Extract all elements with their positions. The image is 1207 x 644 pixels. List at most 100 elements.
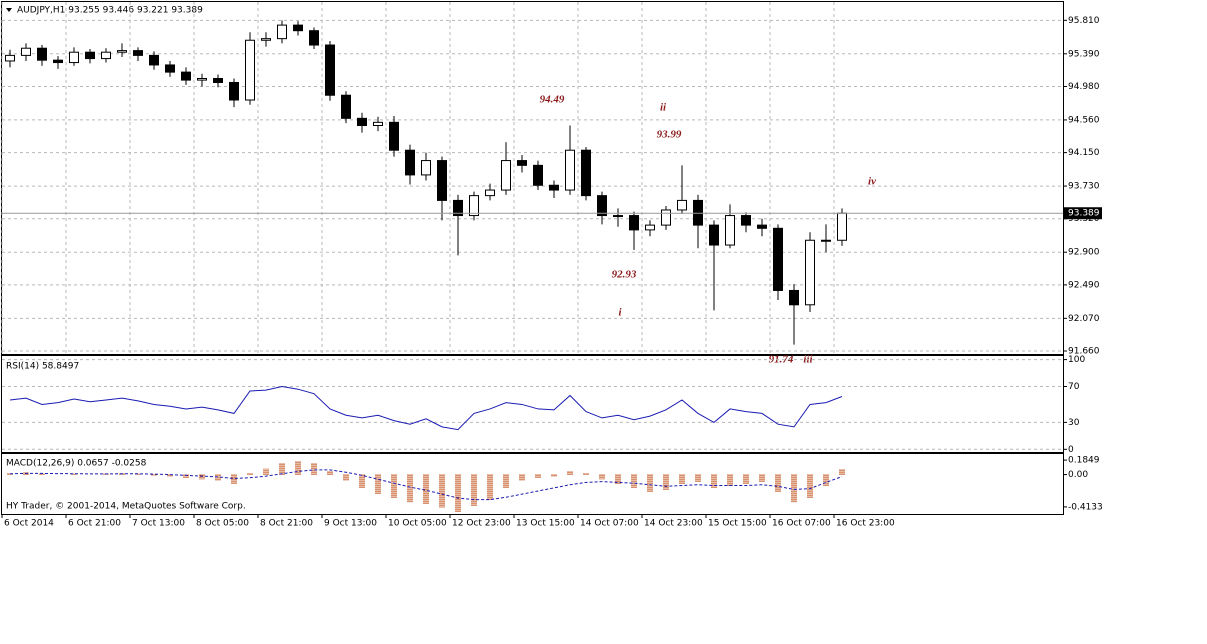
candle-body bbox=[757, 224, 767, 229]
macd-title: MACD(12,26,9) 0.0657 -0.0258 bbox=[6, 459, 147, 469]
y-tick-label: 91.660 bbox=[1068, 347, 1100, 357]
candle-body bbox=[37, 47, 47, 61]
x-tick-label: 12 Oct 23:00 bbox=[452, 519, 511, 529]
x-tick-label: 16 Oct 07:00 bbox=[772, 519, 831, 529]
y-tick-label: 95.810 bbox=[1068, 16, 1100, 26]
rsi-title: RSI(14) 58.8497 bbox=[6, 362, 79, 372]
candle-body bbox=[373, 121, 383, 127]
rsi-line bbox=[9, 385, 843, 431]
candle-body bbox=[661, 209, 671, 226]
price-label: 93.389 bbox=[1068, 209, 1100, 219]
candle-body bbox=[533, 164, 543, 186]
candle-body bbox=[677, 199, 687, 211]
x-tick-label: 13 Oct 15:00 bbox=[516, 519, 575, 529]
annotation: ii bbox=[660, 102, 667, 114]
candle-body bbox=[85, 51, 95, 60]
annotation: 93.99 bbox=[657, 129, 682, 141]
annotation: 94.49 bbox=[540, 94, 565, 106]
candle-body bbox=[181, 71, 191, 81]
candle-body bbox=[245, 39, 255, 101]
x-tick-label: 16 Oct 23:00 bbox=[836, 519, 895, 529]
candle-body bbox=[597, 195, 607, 217]
x-tick-label: 14 Oct 23:00 bbox=[644, 519, 703, 529]
price-box bbox=[1064, 207, 1102, 220]
candle-body bbox=[5, 54, 15, 62]
y-tick-label: 0.00 bbox=[1068, 470, 1088, 480]
candle-body bbox=[325, 44, 335, 96]
x-tick-label: 14 Oct 07:00 bbox=[580, 519, 639, 529]
annotation: 91.74 bbox=[769, 354, 794, 366]
candle-body bbox=[149, 54, 159, 66]
copyright: HY Trader, © 2001-2014, MetaQuotes Softw… bbox=[6, 502, 246, 512]
y-tick-label: 0 bbox=[1068, 445, 1074, 455]
candle-body bbox=[437, 160, 447, 201]
x-tick-label: 6 Oct 2014 bbox=[4, 519, 54, 529]
x-tick-label: 15 Oct 15:00 bbox=[708, 519, 767, 529]
candle-body bbox=[389, 121, 399, 151]
y-tick-label: 70 bbox=[1068, 382, 1080, 392]
candle-body bbox=[117, 50, 127, 53]
y-tick-label: 93.730 bbox=[1068, 182, 1100, 192]
y-tick-label: 95.390 bbox=[1068, 49, 1100, 59]
menu-arrow bbox=[6, 8, 12, 12]
candle-body bbox=[165, 64, 175, 73]
candle-body bbox=[53, 59, 63, 64]
x-tick-label: 9 Oct 13:00 bbox=[324, 519, 377, 529]
candle-body bbox=[725, 215, 735, 246]
candle-body bbox=[565, 149, 575, 191]
y-tick-label: 92.900 bbox=[1068, 248, 1100, 258]
candle-body bbox=[277, 24, 287, 40]
candle-body bbox=[741, 215, 751, 226]
candle-body bbox=[101, 51, 111, 60]
candle-body bbox=[69, 51, 79, 64]
candle-body bbox=[485, 189, 495, 197]
candle-body bbox=[309, 30, 319, 46]
candle-body bbox=[773, 227, 783, 291]
x-tick-label: 10 Oct 05:00 bbox=[388, 519, 447, 529]
candle-body bbox=[469, 195, 479, 217]
candle-body bbox=[357, 117, 367, 127]
x-tick-label: 8 Oct 05:00 bbox=[196, 519, 249, 529]
candle-body bbox=[645, 224, 655, 231]
y-tick-label: 0.1849 bbox=[1068, 456, 1100, 466]
candle-body bbox=[133, 50, 143, 56]
candle-body bbox=[229, 81, 239, 101]
candle-body bbox=[213, 77, 223, 83]
candle-body bbox=[629, 215, 639, 231]
y-tick-label: 92.490 bbox=[1068, 280, 1100, 290]
annotation: 92.93 bbox=[612, 269, 637, 281]
x-tick-label: 7 Oct 13:00 bbox=[132, 519, 185, 529]
candle-body bbox=[581, 149, 591, 197]
candle-body bbox=[517, 160, 527, 166]
annotation: iv bbox=[868, 176, 876, 188]
y-tick-label: -0.4133 bbox=[1068, 502, 1103, 512]
candle-body bbox=[261, 38, 271, 41]
candle-body bbox=[21, 47, 31, 56]
candle-body bbox=[341, 94, 351, 119]
x-tick-label: 6 Oct 21:00 bbox=[68, 519, 121, 529]
candle-body bbox=[821, 239, 831, 242]
annotation: i bbox=[618, 307, 622, 319]
y-tick-label: 30 bbox=[1068, 418, 1080, 428]
y-tick-label: 94.980 bbox=[1068, 82, 1100, 92]
candle-body bbox=[613, 215, 623, 218]
main-title: AUDJPY,H1 93.255 93.446 93.221 93.389 bbox=[17, 6, 203, 16]
candle-body bbox=[293, 24, 303, 32]
candle-body bbox=[421, 160, 431, 176]
macd-panel bbox=[1, 453, 1064, 515]
y-tick-label: 100 bbox=[1068, 355, 1085, 365]
candle-body bbox=[549, 184, 559, 191]
candle-body bbox=[197, 77, 207, 81]
candle-body bbox=[453, 199, 463, 217]
candle-body bbox=[709, 224, 719, 246]
candle-body bbox=[837, 212, 847, 241]
x-tick-label: 8 Oct 21:00 bbox=[260, 519, 313, 529]
rsi-panel bbox=[1, 355, 1064, 453]
candle-body bbox=[405, 149, 415, 176]
candle-body bbox=[789, 289, 799, 306]
candle-body bbox=[805, 239, 815, 306]
candle-body bbox=[501, 160, 511, 191]
